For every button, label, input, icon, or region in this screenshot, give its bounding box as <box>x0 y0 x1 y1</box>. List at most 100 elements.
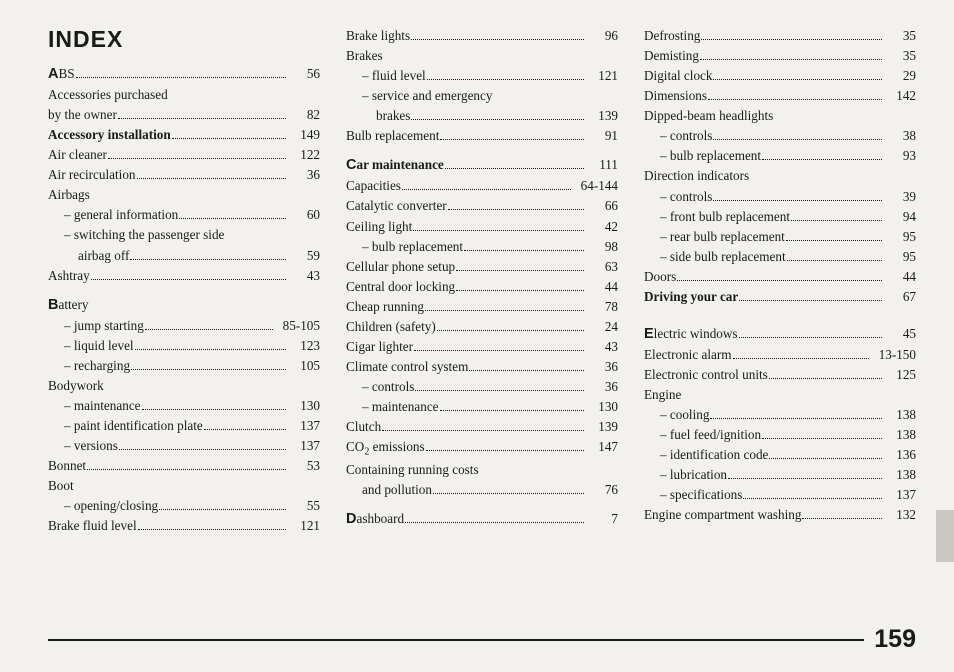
entry-text: Car maintenance <box>346 154 444 176</box>
entry-page: 24 <box>586 317 618 337</box>
index-entry: – paint identification plate137 <box>48 416 320 436</box>
index-entry: – maintenance130 <box>48 396 320 416</box>
entry-text: Cigar lighter <box>346 337 413 357</box>
entry-page: 111 <box>586 155 618 175</box>
entry-text: Doors <box>644 267 676 287</box>
index-entry: Cigar lighter43 <box>346 337 618 357</box>
leader-dots <box>708 99 882 100</box>
index-entry: Airbags <box>48 185 320 205</box>
leader-dots <box>677 280 882 281</box>
entry-page: 125 <box>884 365 916 385</box>
index-entry: Climate control system36 <box>346 357 618 377</box>
index-entry: Brake lights96 <box>346 26 618 46</box>
entry-text: Accessories purchased <box>48 85 168 105</box>
index-entry: Battery <box>48 294 320 316</box>
index-entry: – lubrication138 <box>644 465 916 485</box>
entry-page: 38 <box>884 126 916 146</box>
leader-dots <box>411 119 584 120</box>
entry-page: 59 <box>288 246 320 266</box>
entry-page: 43 <box>288 266 320 286</box>
entry-text: Ceiling light <box>346 217 412 237</box>
entry-page: 53 <box>288 456 320 476</box>
leader-dots <box>91 279 286 280</box>
entry-page: 147 <box>586 437 618 457</box>
entry-page: 138 <box>884 425 916 445</box>
leader-dots <box>411 39 584 40</box>
index-entry: – bulb replacement93 <box>644 146 916 166</box>
index-entry: Engine compartment washing132 <box>644 505 916 525</box>
index-entry: – controls 38 <box>644 126 916 146</box>
leader-dots <box>456 270 584 271</box>
index-entry: Ashtray 43 <box>48 266 320 286</box>
leader-dots <box>402 189 571 190</box>
entry-text: – controls <box>660 187 712 207</box>
index-entry: Doors44 <box>644 267 916 287</box>
index-entry: Central door locking44 <box>346 277 618 297</box>
entry-text: Driving your car <box>644 287 738 307</box>
entry-page: 121 <box>586 66 618 86</box>
entry-page: 78 <box>586 297 618 317</box>
entry-text: – maintenance <box>362 397 439 417</box>
index-entry: – fuel feed/ignition 138 <box>644 425 916 445</box>
entry-text: Defrosting <box>644 26 700 46</box>
entry-text: Dashboard <box>346 508 404 530</box>
leader-dots <box>179 218 286 219</box>
entry-page: 138 <box>884 465 916 485</box>
entry-text: Engine compartment washing <box>644 505 801 525</box>
entry-text: Electric windows <box>644 323 738 345</box>
page-number: 159 <box>874 625 916 654</box>
leader-dots <box>405 522 584 523</box>
leader-dots <box>108 158 286 159</box>
index-columns: INDEX ABS56Accessories purchasedby the o… <box>48 26 916 615</box>
entry-text: Airbags <box>48 185 90 205</box>
leader-dots <box>713 79 882 80</box>
spacer <box>48 286 320 294</box>
entry-text: Brake lights <box>346 26 410 46</box>
spacer <box>644 307 916 315</box>
leader-dots <box>440 139 584 140</box>
leader-dots <box>135 349 286 350</box>
entry-page: 136 <box>884 445 916 465</box>
entry-page: 94 <box>884 207 916 227</box>
entry-page: 76 <box>586 480 618 500</box>
leader-dots <box>769 458 882 459</box>
leader-dots <box>786 240 882 241</box>
index-entry: Ceiling light42 <box>346 217 618 237</box>
entry-page: 82 <box>288 105 320 125</box>
leader-dots <box>413 230 584 231</box>
leader-dots <box>159 509 286 510</box>
index-entry: Driving your car67 <box>644 287 916 307</box>
entry-text: Direction indicators <box>644 166 749 186</box>
entry-text: Boot <box>48 476 74 496</box>
leader-dots <box>445 168 584 169</box>
entry-text: and pollution <box>362 480 432 500</box>
footer-line <box>48 639 864 641</box>
leader-dots <box>138 529 286 530</box>
entry-text: – fuel feed/ignition <box>660 425 761 445</box>
col2-entries: Brake lights96Brakes– fluid level121– se… <box>346 26 618 530</box>
entry-page: 60 <box>288 205 320 225</box>
entry-text: – cooling <box>660 405 709 425</box>
entry-text: Bulb replacement <box>346 126 439 146</box>
entry-page: 55 <box>288 496 320 516</box>
entry-page: 36 <box>586 377 618 397</box>
index-entry: Electronic alarm13-150 <box>644 345 916 365</box>
entry-text: airbag off <box>64 246 129 266</box>
index-entry: – front bulb replacement94 <box>644 207 916 227</box>
entry-page: 149 <box>288 125 320 145</box>
index-entry: – versions137 <box>48 436 320 456</box>
entry-text: – controls <box>660 126 712 146</box>
index-entry: – recharging105 <box>48 356 320 376</box>
entry-page: 44 <box>586 277 618 297</box>
index-entry: Cellular phone setup63 <box>346 257 618 277</box>
entry-page: 66 <box>586 196 618 216</box>
index-entry: – identification code136 <box>644 445 916 465</box>
entry-page: 105 <box>288 356 320 376</box>
leader-dots <box>426 450 584 451</box>
entry-text: Ashtray <box>48 266 90 286</box>
entry-page: 29 <box>884 66 916 86</box>
index-entry: – opening/closing55 <box>48 496 320 516</box>
entry-text: – jump starting <box>64 316 144 336</box>
entry-text: Demisting <box>644 46 699 66</box>
entry-text: – side bulb replacement <box>660 247 786 267</box>
